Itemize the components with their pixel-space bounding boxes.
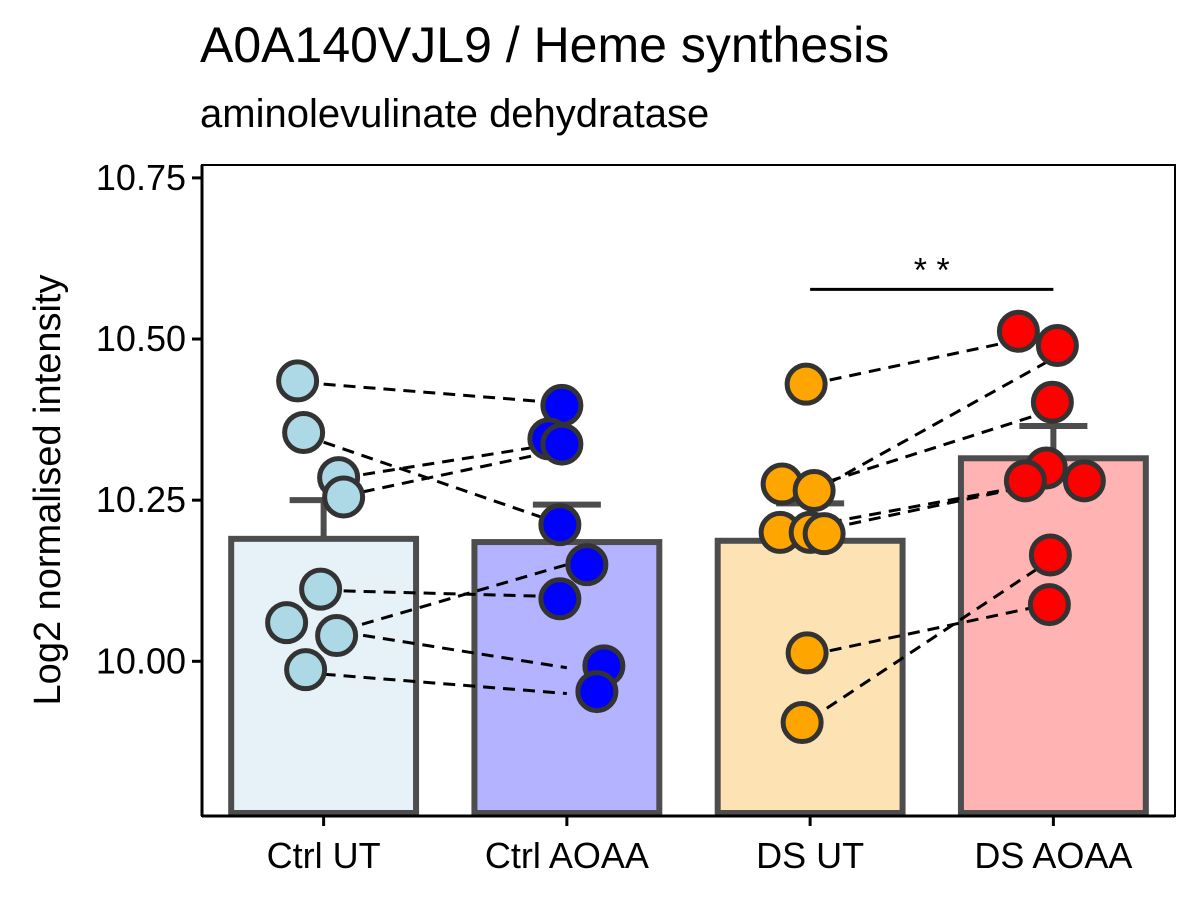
data-point [538,503,582,547]
pair-line [323,672,567,696]
bars-layer [228,423,1149,817]
pair-line [323,588,567,599]
data-point [1030,380,1074,424]
data-point [1035,323,1079,367]
y-tick-label: 10.75 [96,157,186,198]
pair-line [323,382,567,405]
data-point [575,670,619,714]
pair-line [809,357,1055,496]
data-point [284,648,328,692]
pair-line [809,556,1055,721]
data-point [565,543,609,587]
data-point [276,359,320,403]
data-point [315,614,359,658]
chart-title: A0A140VJL9 / Heme synthesis [200,17,890,73]
data-point [996,309,1040,353]
axes-layer: 10.00 10.25 10.50 10.75 Ctrl UT Ctrl AOAA DS U… [96,157,1176,876]
y-axis-title: Log2 normalised intensity [27,275,69,706]
data-point [784,362,828,406]
pair-line [323,440,568,528]
data-point [792,469,836,512]
points-layer [265,309,1106,745]
y-tick-label: 10.25 [96,479,186,520]
pair-line [323,627,568,670]
data-point [1062,459,1106,503]
data-point [299,567,343,611]
chart-subtitle: aminolevulinate dehydratase [200,92,710,136]
data-point [780,701,824,745]
x-tick-label: DS AOAA [974,835,1132,876]
data-point [1003,459,1047,503]
x-tick-label: Ctrl AOAA [485,835,649,876]
pair-line [323,563,568,637]
y-tick-label: 10.50 [96,318,186,359]
data-point [538,577,582,621]
pair-line [809,408,1054,489]
data-point [282,410,326,454]
y-tick-label: 10.00 [96,640,186,681]
data-point [1028,533,1072,577]
bar [957,455,1149,816]
data-point [802,512,846,556]
significance-label: * * [914,251,950,289]
data-point [1027,583,1071,627]
significance-layer: * * [810,251,1054,291]
pair-lines-layer [323,331,1055,721]
data-point [322,475,366,519]
data-point [540,422,584,466]
pair-line [323,440,568,483]
data-point [265,601,309,645]
x-tick-label: DS UT [756,835,864,876]
data-point [785,631,829,675]
x-tick-label: Ctrl UT [267,835,381,876]
pair-line [809,601,1054,657]
bar [714,537,906,817]
